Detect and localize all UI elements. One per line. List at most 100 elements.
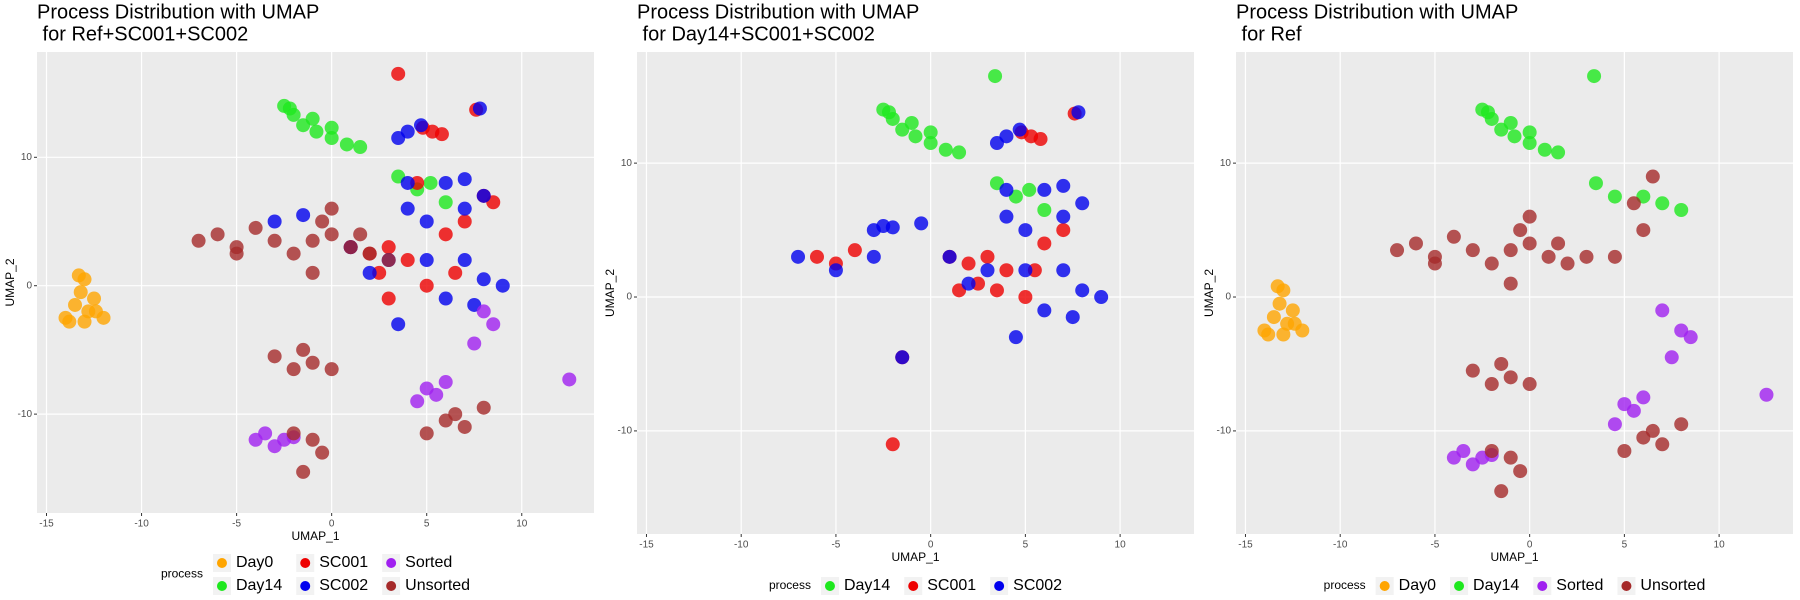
point	[1513, 223, 1528, 238]
point	[1065, 310, 1080, 325]
point	[1261, 327, 1276, 342]
chart-title: Process Distribution with UMAP	[1236, 1, 1518, 23]
legend-marker	[994, 581, 1005, 591]
point	[229, 246, 244, 261]
legend-marker	[386, 581, 397, 591]
legend-label: SC002	[1013, 577, 1062, 594]
x-tick-label: 10	[516, 519, 528, 530]
chart-title: for Ref	[1236, 23, 1302, 45]
x-tick-label: 10	[1115, 540, 1127, 551]
point	[391, 131, 406, 146]
legend-label: Unsorted	[405, 577, 470, 594]
point	[339, 137, 354, 152]
point	[1018, 223, 1033, 238]
point	[938, 142, 953, 157]
point	[1266, 310, 1281, 325]
point	[1272, 296, 1287, 311]
x-tick-label: -5	[831, 540, 840, 551]
legend-label: SC001	[319, 554, 368, 571]
legend-marker	[300, 558, 311, 568]
point	[457, 201, 472, 216]
point	[1075, 196, 1090, 211]
point	[1503, 243, 1518, 258]
point	[1587, 69, 1602, 84]
chart-title: for Ref+SC001+SC002	[37, 23, 248, 45]
point	[1287, 316, 1302, 331]
point	[472, 101, 487, 116]
point	[885, 437, 900, 452]
point	[438, 195, 453, 210]
point	[438, 227, 453, 242]
y-axis-label: UMAP_2	[603, 269, 617, 317]
point	[989, 136, 1004, 151]
point	[486, 317, 501, 332]
x-tick-label: -15	[1238, 540, 1253, 551]
point	[476, 400, 491, 415]
x-axis-label: UMAP_1	[1490, 550, 1538, 564]
point	[923, 125, 938, 140]
point	[1018, 263, 1033, 278]
point	[296, 208, 311, 223]
y-tick-label: -10	[618, 426, 633, 437]
point	[1465, 363, 1480, 378]
point	[980, 249, 995, 264]
point	[286, 362, 301, 377]
point	[1522, 236, 1537, 251]
point	[1617, 443, 1632, 458]
point	[1484, 443, 1499, 458]
point	[1285, 303, 1300, 318]
point	[419, 426, 434, 441]
point	[847, 243, 862, 258]
point	[876, 219, 891, 234]
chart-panel: Process Distribution with UMAP for Ref+S…	[3, 1, 594, 595]
point	[1276, 327, 1291, 342]
point	[1390, 243, 1405, 258]
y-axis-label: UMAP_2	[3, 258, 17, 306]
point	[381, 240, 396, 255]
chart-panel: Process Distribution with UMAP for Day14…	[603, 1, 1194, 595]
point	[1056, 223, 1071, 238]
point	[296, 342, 311, 357]
point	[419, 278, 434, 293]
point	[267, 233, 282, 248]
point	[68, 297, 83, 312]
point	[1607, 417, 1622, 432]
legend-marker	[300, 581, 311, 591]
point	[495, 278, 510, 293]
point	[1655, 196, 1670, 211]
points	[1257, 69, 1774, 499]
point	[1446, 229, 1461, 244]
y-tick-label: 0	[1225, 292, 1231, 303]
x-tick-label: 5	[424, 519, 430, 530]
point	[305, 355, 320, 370]
x-tick-label: 0	[1527, 540, 1533, 551]
point	[1664, 350, 1679, 365]
point	[1655, 303, 1670, 318]
point	[562, 372, 577, 387]
point	[1037, 236, 1052, 251]
point	[315, 214, 330, 229]
x-tick-label: 0	[928, 540, 934, 551]
y-tick-label: -10	[1217, 426, 1232, 437]
point	[881, 105, 896, 120]
point	[476, 304, 491, 319]
point	[362, 246, 377, 261]
y-tick-label: -10	[18, 409, 33, 420]
point	[457, 172, 472, 187]
point	[1551, 145, 1566, 160]
point	[1012, 122, 1027, 137]
point	[353, 140, 368, 155]
point	[1522, 209, 1537, 224]
point	[448, 265, 463, 280]
point	[1022, 182, 1037, 197]
x-tick-label: -10	[134, 519, 149, 530]
point	[476, 272, 491, 287]
legend: process Day0 Day14 SC001 SC002 Sorted Unsorted	[161, 554, 470, 595]
y-axis-label: UMAP_2	[1202, 269, 1216, 317]
point	[1503, 450, 1518, 465]
x-tick-label: 5	[1023, 540, 1029, 551]
point	[410, 394, 425, 409]
point	[1560, 256, 1575, 271]
legend-label: Day0	[1399, 577, 1436, 594]
point	[1075, 283, 1090, 298]
